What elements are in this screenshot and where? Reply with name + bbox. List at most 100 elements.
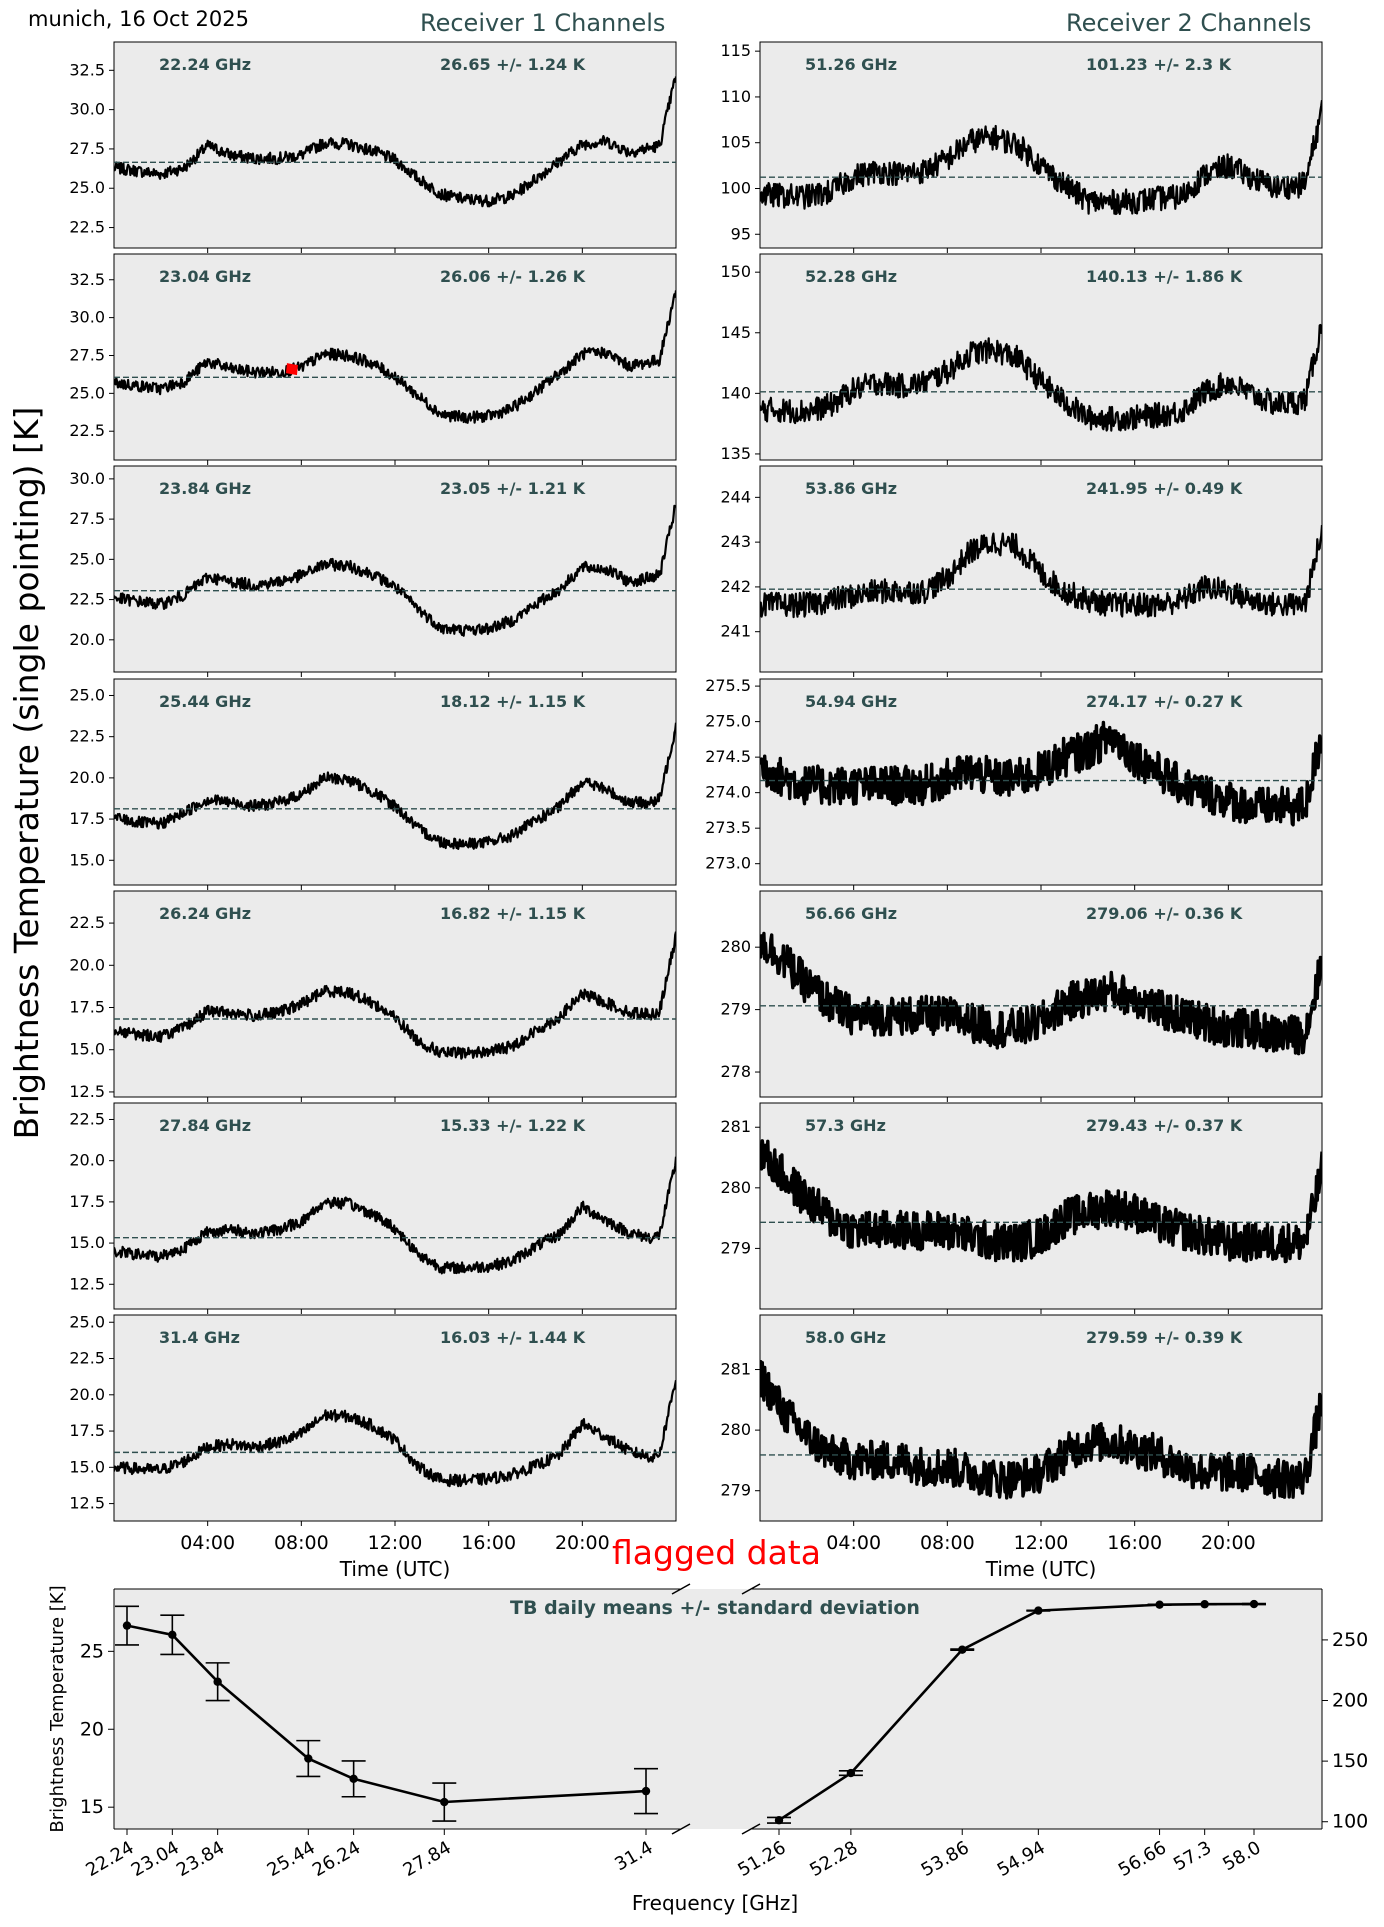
y-tick-label: 281 — [720, 1360, 751, 1379]
y-tick-label: 12.5 — [69, 1082, 105, 1101]
freq-tick-label: 31.4 — [611, 1837, 656, 1875]
series-line — [114, 290, 676, 424]
freq-tick-label: 23.84 — [173, 1837, 228, 1881]
y-tick-label: 15.0 — [69, 1457, 105, 1476]
y-tick-label: 145 — [720, 323, 751, 342]
time-axis-label: Time (UTC) — [339, 1557, 451, 1581]
daily-y-tick-label: 15 — [80, 1796, 104, 1818]
daily-y-axis-label: Brightness Temperature [K] — [47, 1585, 68, 1832]
y-tick-label: 279 — [720, 1238, 751, 1257]
series-line — [114, 504, 676, 637]
channel-stats-label: 274.17 +/- 0.27 K — [1086, 692, 1243, 711]
y-tick-label: 279 — [720, 1000, 751, 1019]
panel-background — [759, 1102, 1323, 1310]
freq-tick-label: 56.66 — [1115, 1837, 1170, 1881]
y-tick-label: 20.0 — [69, 630, 105, 649]
freq-tick-label: 22.24 — [82, 1837, 137, 1881]
daily-y-tick-label: 250 — [1332, 1629, 1368, 1651]
channel-frequency-label: 52.28 GHz — [805, 267, 897, 286]
rx1-panel-7: 12.5 15.0 17.5 20.0 22.5 25.0 31.4 GHz 16.03 +/… — [69, 1312, 677, 1526]
y-tick-label: 242 — [720, 577, 751, 596]
y-tick-label: 27.5 — [69, 345, 105, 364]
channel-stats-label: 15.33 +/- 1.22 K — [440, 1116, 586, 1135]
series-line — [760, 99, 1322, 216]
time-tick-label: 12:00 — [368, 1532, 423, 1554]
series-line — [114, 1379, 676, 1488]
channel-frequency-label: 27.84 GHz — [159, 1116, 251, 1135]
time-tick-label: 20:00 — [555, 1532, 610, 1554]
channel-stats-label: 16.82 +/- 1.15 K — [440, 904, 586, 923]
channel-frequency-label: 56.66 GHz — [805, 904, 897, 923]
y-tick-label: 22.5 — [69, 727, 105, 746]
y-tick-label: 274.0 — [705, 783, 751, 802]
channel-frequency-label: 54.94 GHz — [805, 692, 897, 711]
channel-stats-label: 279.59 +/- 0.39 K — [1086, 1328, 1243, 1347]
y-tick-label: 150 — [720, 262, 751, 281]
y-tick-label: 20.0 — [69, 768, 105, 787]
channel-frequency-label: 25.44 GHz — [159, 692, 251, 711]
series-line — [760, 525, 1322, 619]
rx2-panel-1: 95 100 105 110 115 51.26 GHz 101.23 +/- 2.3 K — [720, 41, 1323, 253]
y-tick-label: 27.5 — [69, 139, 105, 158]
daily-y-tick-label: 25 — [80, 1640, 104, 1662]
y-tick-label: 275.5 — [705, 676, 751, 695]
daily-mean-point — [168, 1630, 177, 1640]
y-tick-label: 273.5 — [705, 818, 751, 837]
rx1-panel-2: 22.5 25.0 27.5 30.0 32.5 23.04 GHz 26.06 +/- 1… — [69, 253, 677, 465]
site-date-label: munich, 16 Oct 2025 — [28, 7, 249, 31]
channel-frequency-label: 23.84 GHz — [159, 479, 251, 498]
y-tick-label: 135 — [720, 444, 751, 463]
daily-y-tick-label: 20 — [80, 1718, 104, 1740]
axis-break-mark — [741, 1583, 761, 1595]
time-tick-label: 04:00 — [180, 1532, 235, 1554]
y-tick-label: 95 — [731, 224, 751, 243]
series-line — [114, 1156, 676, 1275]
series-line — [114, 76, 676, 208]
y-tick-label: 17.5 — [69, 998, 105, 1017]
y-tick-label: 12.5 — [69, 1494, 105, 1513]
daily-mean-point — [1034, 1606, 1043, 1615]
daily-y-tick-label: 100 — [1332, 1811, 1368, 1833]
time-tick-label: 20:00 — [1201, 1532, 1256, 1554]
y-tick-label: 273.0 — [705, 854, 751, 873]
rx1-panel-6: 12.5 15.0 17.5 20.0 22.5 27.84 GHz 15.33 +/- 1… — [69, 1102, 677, 1314]
y-tick-label: 15.0 — [69, 1233, 105, 1252]
freq-tick-label: 25.44 — [264, 1837, 319, 1881]
y-tick-label: 140 — [720, 383, 751, 402]
rx2-panel-7: 279 280 281 58.0 GHz 279.59 +/- 0.39 K — [720, 1314, 1323, 1526]
y-tick-label: 281 — [720, 1117, 751, 1136]
flagged-point — [285, 363, 298, 376]
daily-mean-point — [1200, 1600, 1209, 1609]
y-tick-label: 110 — [720, 87, 751, 106]
channel-frequency-label: 22.24 GHz — [159, 55, 251, 74]
y-tick-label: 30.0 — [69, 469, 105, 488]
y-tick-label: 105 — [720, 133, 751, 152]
daily-mean-point — [641, 1786, 651, 1796]
receiver2-title: Receiver 2 Channels — [1066, 9, 1312, 37]
y-tick-label: 15.0 — [69, 1040, 105, 1059]
time-axis-label: Time (UTC) — [985, 1557, 1097, 1581]
y-tick-label: 280 — [720, 1178, 751, 1197]
channel-stats-label: 26.65 +/- 1.24 K — [440, 55, 586, 74]
axis-break-mark — [741, 1823, 761, 1835]
channel-stats-label: 279.06 +/- 0.36 K — [1086, 904, 1243, 923]
series-line — [760, 1360, 1322, 1500]
y-tick-label: 115 — [720, 41, 751, 60]
y-tick-label: 25.0 — [69, 383, 105, 402]
y-tick-label: 25.0 — [69, 685, 105, 704]
time-tick-label: 04:00 — [826, 1532, 881, 1554]
series-line — [114, 722, 676, 850]
y-tick-label: 32.5 — [69, 60, 105, 79]
channel-frequency-label: 26.24 GHz — [159, 904, 251, 923]
freq-tick-label: 52.28 — [806, 1837, 861, 1881]
channel-frequency-label: 53.86 GHz — [805, 479, 897, 498]
y-tick-label: 274.5 — [705, 747, 751, 766]
y-tick-label: 25.0 — [69, 549, 105, 568]
axis-break-mark — [671, 1583, 691, 1595]
shared-y-axis-label: Brightness Temperature (single pointing)… — [7, 407, 46, 1140]
panel-background — [759, 253, 1323, 461]
y-tick-label: 15.0 — [69, 850, 105, 869]
daily-mean-point — [846, 1768, 856, 1778]
channel-frequency-label: 31.4 GHz — [159, 1328, 240, 1347]
rx2-panel-4: 273.0 273.5 274.0 274.5 275.0 275.5 54.94 GHz 2… — [705, 676, 1323, 890]
